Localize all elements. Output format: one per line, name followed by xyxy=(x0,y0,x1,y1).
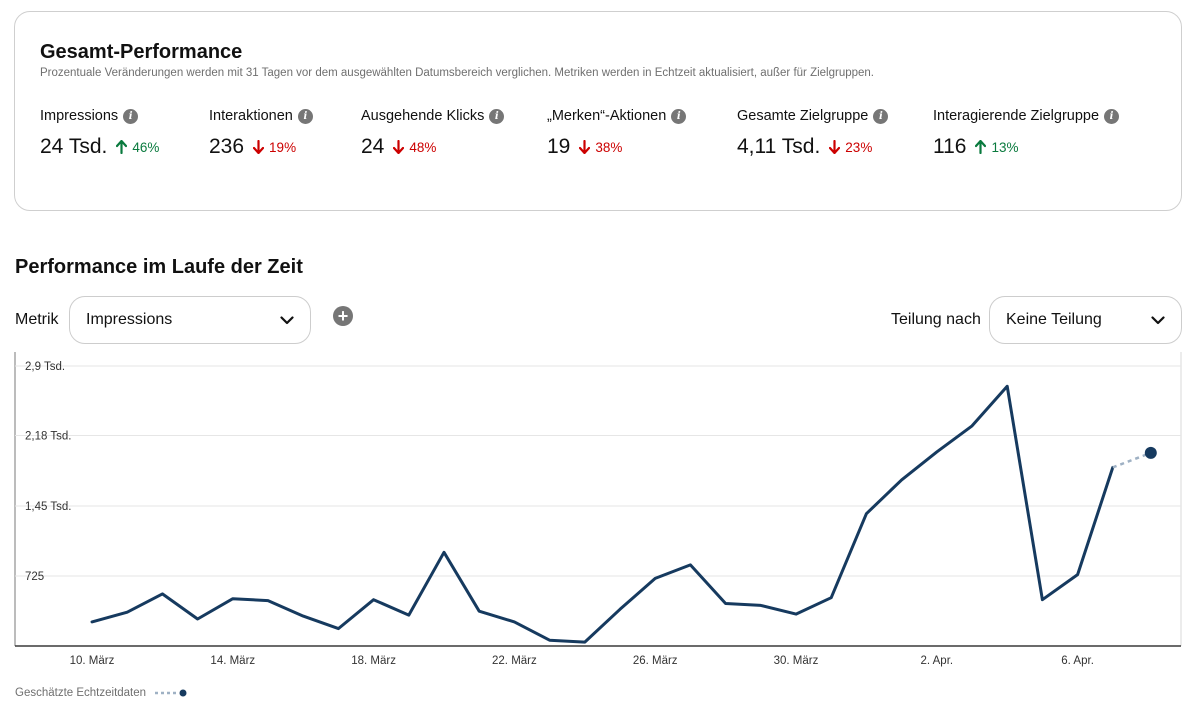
metric-value: 116 xyxy=(933,135,967,158)
estimate-legend-swatch xyxy=(155,689,187,697)
estimate-point xyxy=(1144,446,1157,459)
arrow-down-icon xyxy=(393,140,405,154)
impressions-line-chart: 725 1,45 Tsd. 2,18 Tsd. 2,9 Tsd. 10. März 14.… xyxy=(14,352,1182,667)
metric-saves: „Merken“-Aktionen i 19 38% xyxy=(547,107,687,159)
metric-label: Ausgehende Klicks xyxy=(361,108,485,124)
arrow-up-icon xyxy=(975,140,987,154)
metric-value: 19 xyxy=(547,135,571,158)
metric-change: 38% xyxy=(579,140,622,155)
metric-change: 19% xyxy=(253,140,296,155)
y-tick-label: 2,9 Tsd. xyxy=(25,361,65,373)
x-tick-label: 30. März xyxy=(774,655,819,667)
x-tick-label: 6. Apr. xyxy=(1061,655,1094,667)
x-tick-label: 14. März xyxy=(210,655,255,667)
metric-value: 24 Tsd. xyxy=(40,135,108,158)
metric-change: 13% xyxy=(975,139,1019,155)
impressions-series-line xyxy=(90,384,1115,644)
x-tick-label: 2. Apr. xyxy=(920,655,953,667)
info-icon[interactable]: i xyxy=(297,108,313,124)
metric-label: Gesamte Zielgruppe xyxy=(737,108,869,124)
x-tick-label: 26. März xyxy=(633,655,678,667)
metric-value: 24 xyxy=(361,135,385,158)
metric-label: Interagierende Zielgruppe xyxy=(933,108,1100,124)
metric-change-value: 46% xyxy=(132,139,160,155)
info-icon[interactable]: i xyxy=(489,108,505,124)
estimate-legend: Geschätzte Echtzeitdaten xyxy=(15,687,188,699)
split-by-label: Teilung nach xyxy=(891,311,981,328)
split-by-select-value: Keine Teilung xyxy=(1006,311,1102,328)
info-icon[interactable]: i xyxy=(123,108,139,124)
metric-label: „Merken“-Aktionen xyxy=(547,108,667,124)
metric-change-value: 23% xyxy=(845,139,873,155)
arrow-down-icon xyxy=(579,140,591,154)
metric-change-value: 38% xyxy=(595,139,623,155)
metric-change: 48% xyxy=(393,140,436,155)
metric-interactions: Interaktionen i 236 19% xyxy=(209,107,313,159)
metric-change-value: 19% xyxy=(269,139,297,155)
info-icon[interactable]: i xyxy=(873,108,889,124)
metric-label: Interaktionen xyxy=(209,108,293,124)
overall-performance-title: Gesamt-Performance xyxy=(40,41,243,63)
y-tick-label: 725 xyxy=(25,571,44,583)
overall-performance-subtitle: Prozentuale Veränderungen werden mit 31 … xyxy=(40,67,874,79)
y-tick-label: 1,45 Tsd. xyxy=(25,501,71,513)
x-tick-label: 10. März xyxy=(70,655,115,667)
x-tick-label: 18. März xyxy=(351,655,396,667)
metric-impressions: Impressions i 24 Tsd. 46% xyxy=(40,107,159,159)
metric-change: 46% xyxy=(116,140,159,155)
chevron-down-icon xyxy=(1151,315,1165,325)
metric-total-audience: Gesamte Zielgruppe i 4,11 Tsd. 23% xyxy=(737,107,889,159)
x-tick-label: 22. März xyxy=(492,655,537,667)
metric-outbound-clicks: Ausgehende Klicks i 24 48% xyxy=(361,107,505,159)
performance-over-time-title: Performance im Laufe der Zeit xyxy=(15,256,303,278)
chevron-down-icon xyxy=(280,315,294,325)
arrow-down-icon xyxy=(829,140,841,154)
info-icon[interactable]: i xyxy=(671,108,687,124)
metric-change-value: 48% xyxy=(409,139,437,155)
metric-select[interactable]: Impressions xyxy=(69,296,311,344)
metric-label: Impressions xyxy=(40,108,119,124)
split-by-select[interactable]: Keine Teilung xyxy=(989,296,1182,344)
arrow-up-icon xyxy=(116,140,128,154)
estimate-dashed-segment xyxy=(1112,451,1152,469)
info-icon[interactable]: i xyxy=(1104,108,1120,124)
y-tick-label: 2,18 Tsd. xyxy=(25,431,71,443)
add-metric-button[interactable]: + xyxy=(333,306,353,326)
metric-picker-label: Metrik xyxy=(15,311,59,328)
overall-performance-card: Gesamt-Performance Prozentuale Veränderu… xyxy=(14,11,1182,211)
metric-value: 236 xyxy=(209,135,245,158)
estimate-legend-label: Geschätzte Echtzeitdaten xyxy=(15,687,147,699)
arrow-down-icon xyxy=(253,140,265,154)
metric-change: 23% xyxy=(829,140,872,155)
metric-value: 4,11 Tsd. xyxy=(737,135,821,158)
metric-change-value: 13% xyxy=(991,139,1019,155)
metric-select-value: Impressions xyxy=(86,311,173,328)
metric-engaged-audience: Interagierende Zielgruppe i 116 13% xyxy=(933,107,1120,159)
